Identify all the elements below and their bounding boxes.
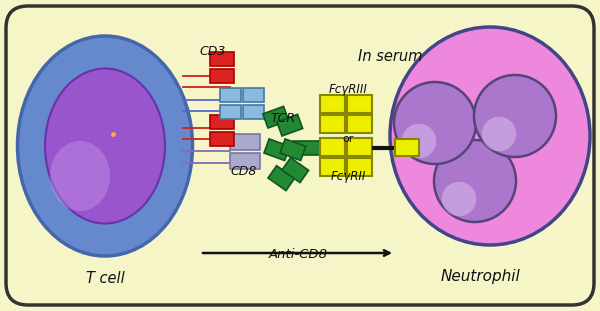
- Bar: [210, 52, 234, 66]
- Bar: [320, 138, 345, 156]
- Bar: [230, 134, 260, 150]
- Bar: [268, 166, 295, 191]
- Ellipse shape: [402, 124, 436, 158]
- Text: FcγRII: FcγRII: [331, 170, 365, 183]
- Text: CD8: CD8: [231, 165, 257, 178]
- Bar: [264, 139, 290, 160]
- Text: or: or: [343, 134, 353, 144]
- Bar: [320, 95, 345, 113]
- Text: Anti-CD8: Anti-CD8: [269, 248, 328, 261]
- Text: T cell: T cell: [86, 271, 124, 286]
- Ellipse shape: [482, 117, 516, 151]
- Bar: [293, 141, 321, 155]
- Bar: [210, 132, 234, 146]
- Ellipse shape: [390, 27, 590, 245]
- Text: In serum: In serum: [358, 49, 422, 64]
- Ellipse shape: [442, 182, 476, 216]
- Bar: [243, 105, 264, 119]
- Bar: [347, 158, 372, 176]
- Bar: [243, 88, 264, 102]
- Bar: [347, 115, 372, 133]
- Bar: [263, 106, 289, 128]
- Bar: [347, 138, 372, 156]
- Bar: [277, 114, 302, 136]
- Ellipse shape: [17, 36, 193, 256]
- Bar: [320, 158, 345, 176]
- Bar: [347, 95, 372, 113]
- Bar: [230, 153, 260, 169]
- Bar: [220, 88, 241, 102]
- Bar: [395, 139, 419, 156]
- Bar: [210, 69, 234, 83]
- FancyBboxPatch shape: [6, 6, 594, 305]
- Ellipse shape: [434, 140, 516, 222]
- Bar: [320, 115, 345, 133]
- Text: Neutrophil: Neutrophil: [440, 269, 520, 284]
- Ellipse shape: [474, 75, 556, 157]
- Bar: [210, 115, 234, 129]
- Text: FcγRIII: FcγRIII: [329, 83, 367, 96]
- Ellipse shape: [45, 68, 165, 224]
- Bar: [280, 139, 306, 160]
- Bar: [220, 105, 241, 119]
- Ellipse shape: [394, 82, 476, 164]
- Text: CD3: CD3: [200, 45, 226, 58]
- Text: TCR: TCR: [270, 113, 295, 126]
- Ellipse shape: [50, 141, 110, 211]
- Bar: [282, 158, 308, 183]
